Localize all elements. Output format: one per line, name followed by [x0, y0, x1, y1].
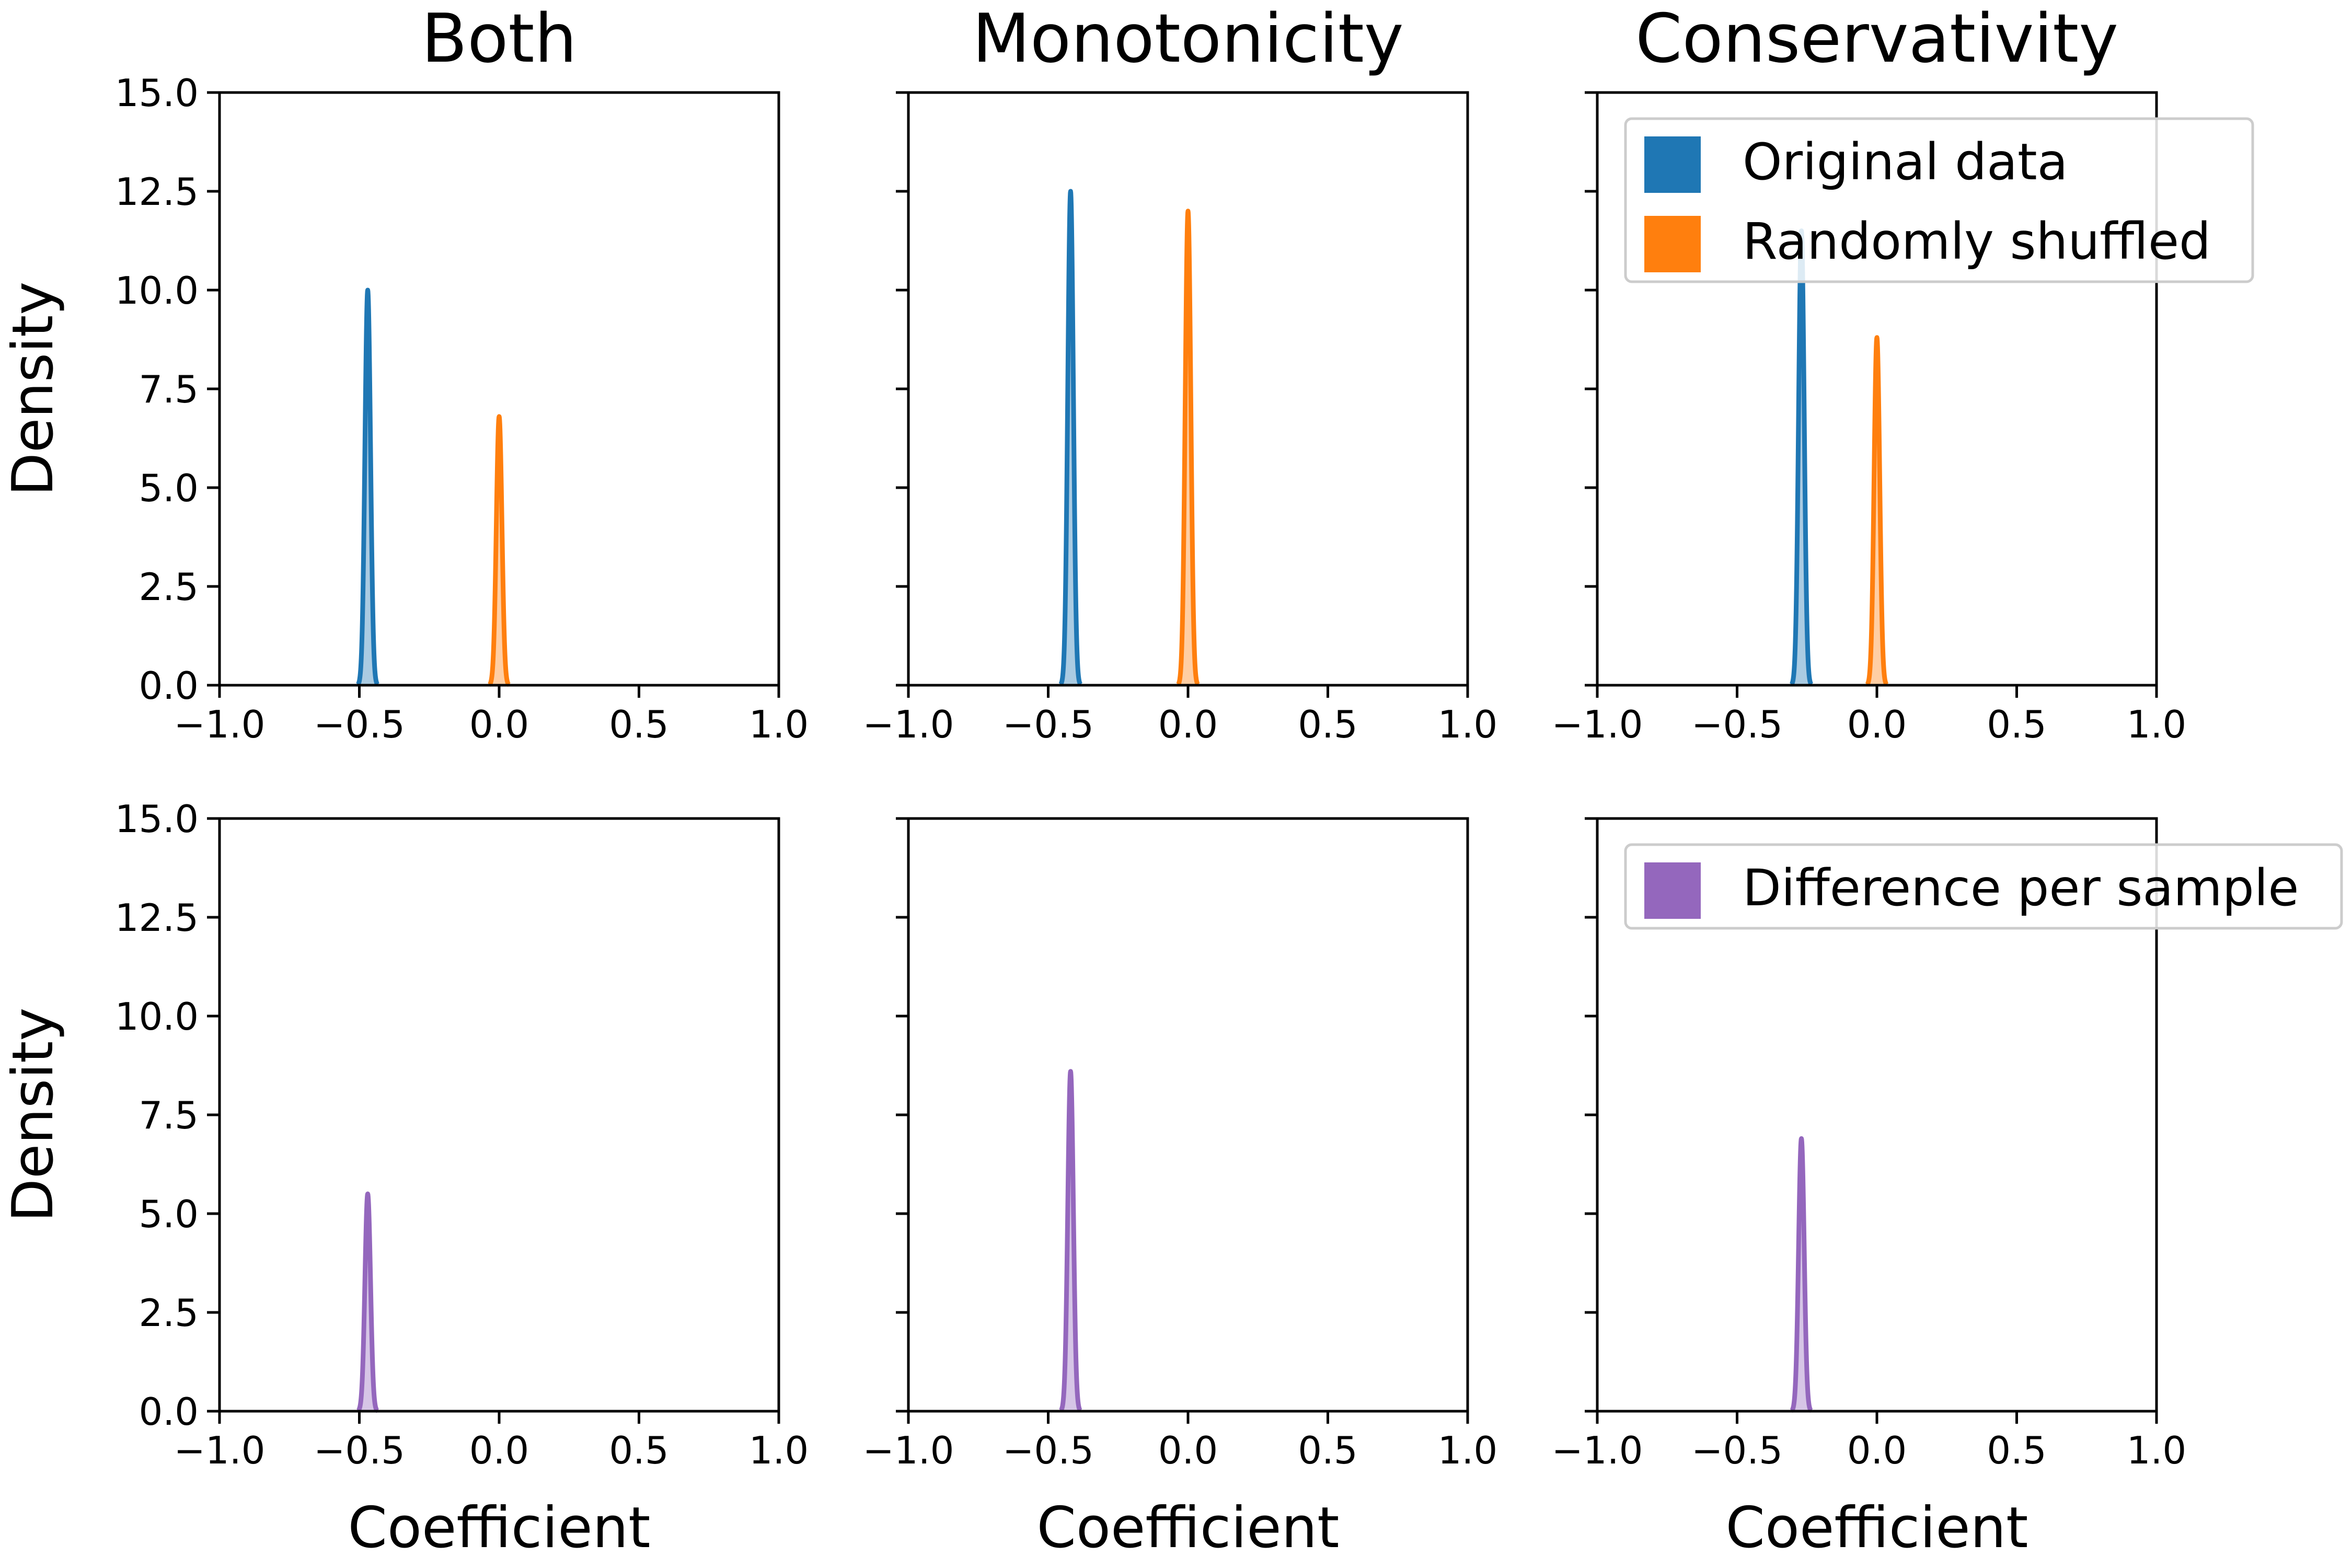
- legend-bottom-box: [1624, 843, 2343, 930]
- x-tick-label-r0c1-4: 1.0: [1438, 702, 1498, 746]
- x-tick-label-r0c1-3: 0.5: [1298, 702, 1358, 746]
- x-tick-label-r1c1-4: 1.0: [1438, 1428, 1498, 1472]
- x-tick-label-r1c0-0: −1.0: [174, 1428, 266, 1472]
- legend-top-swatch-1: [1644, 216, 1701, 272]
- y-axis-label-r0: Density: [1, 282, 66, 497]
- x-tick-label-r0c2-1: −0.5: [1691, 702, 1783, 746]
- density-fill-r0c1-original: [1060, 191, 1081, 685]
- y-tick-label-r1-1: 2.5: [139, 1291, 199, 1335]
- y-tick-label-r0-6: 15.0: [115, 71, 199, 115]
- y-tick-label-r1-0: 0.0: [139, 1390, 199, 1434]
- x-tick-label-r0c1-0: −1.0: [863, 702, 954, 746]
- density-line-r1c2-difference: [1789, 1136, 1814, 1413]
- y-tick-label-r1-6: 15.0: [115, 797, 199, 841]
- x-tick-label-r0c2-0: −1.0: [1552, 702, 1643, 746]
- x-tick-label-r0c0-2: 0.0: [469, 702, 529, 746]
- x-tick-label-r1c0-4: 1.0: [749, 1428, 809, 1472]
- density-fill-r0c2-original: [1791, 230, 1812, 686]
- y-tick-label-r0-0: 0.0: [139, 664, 199, 708]
- x-tick-label-r1c1-3: 0.5: [1298, 1428, 1358, 1472]
- x-tick-label-r1c0-2: 0.0: [469, 1428, 529, 1472]
- x-tick-label-r0c0-4: 1.0: [749, 702, 809, 746]
- x-axis-label-c1: Coefficient: [1037, 1495, 1340, 1561]
- density-fill-r1c1-difference: [1060, 1071, 1081, 1411]
- density-fill-r0c1-shuffled: [1178, 211, 1198, 685]
- x-tick-label-r1c2-3: 0.5: [1987, 1428, 2047, 1472]
- y-tick-label-r0-5: 12.5: [115, 170, 199, 214]
- density-line-r0c1-original: [1058, 189, 1083, 687]
- y-tick-label-r1-2: 5.0: [139, 1192, 199, 1236]
- x-tick-label-r1c2-1: −0.5: [1691, 1428, 1783, 1472]
- density-fill-r0c0-shuffled: [489, 416, 510, 685]
- column-title-1: Monotonicity: [972, 0, 1403, 78]
- density-line-r1c0-difference: [355, 1191, 380, 1413]
- column-title-0: Both: [421, 0, 577, 78]
- density-fill-r0c0-original: [358, 290, 378, 685]
- legend-top-label-0: Original data: [1743, 133, 2068, 191]
- x-tick-label-r0c2-2: 0.0: [1847, 702, 1907, 746]
- density-line-r0c0-shuffled: [487, 414, 512, 687]
- x-tick-label-r0c1-1: −0.5: [1002, 702, 1094, 746]
- x-tick-label-r1c2-4: 1.0: [2127, 1428, 2187, 1472]
- density-line-r0c2-shuffled: [1864, 335, 1889, 687]
- y-tick-label-r1-5: 12.5: [115, 896, 199, 940]
- x-tick-label-r0c1-2: 0.0: [1158, 702, 1218, 746]
- density-line-r0c1-shuffled: [1175, 209, 1201, 687]
- x-tick-label-r1c0-1: −0.5: [314, 1428, 405, 1472]
- legend-top-box: [1624, 117, 2254, 283]
- density-line-r0c0-original: [355, 287, 380, 687]
- legend-top-label-1: Randomly shuffled: [1743, 212, 2211, 271]
- density-fill-r0c2-shuffled: [1866, 337, 1887, 685]
- x-tick-label-r0c0-3: 0.5: [609, 702, 669, 746]
- axes-frame-r1c0: [218, 817, 780, 1413]
- y-tick-label-r0-2: 5.0: [139, 466, 199, 510]
- legend-bottom-swatch-0: [1644, 862, 1701, 919]
- legend-top-swatch-0: [1644, 136, 1701, 193]
- x-tick-label-r0c0-0: −1.0: [174, 702, 266, 746]
- y-axis-label-r1: Density: [1, 1008, 66, 1223]
- x-tick-label-r1c1-1: −0.5: [1002, 1428, 1094, 1472]
- y-tick-label-r0-3: 7.5: [139, 367, 199, 411]
- density-line-r1c1-difference: [1058, 1069, 1083, 1413]
- y-tick-label-r1-3: 7.5: [139, 1093, 199, 1137]
- x-axis-label-c0: Coefficient: [348, 1495, 651, 1561]
- y-tick-label-r0-1: 2.5: [139, 565, 199, 609]
- x-tick-label-r0c0-1: −0.5: [314, 702, 405, 746]
- y-tick-label-r0-4: 10.0: [115, 269, 199, 313]
- x-tick-label-r1c2-0: −1.0: [1552, 1428, 1643, 1472]
- x-tick-label-r1c1-0: −1.0: [863, 1428, 954, 1472]
- y-tick-label-r1-4: 10.0: [115, 995, 199, 1039]
- x-tick-label-r1c1-2: 0.0: [1158, 1428, 1218, 1472]
- legend-bottom-label-0: Difference per sample: [1743, 859, 2299, 917]
- column-title-2: Conservativity: [1635, 0, 2118, 78]
- x-tick-label-r1c2-2: 0.0: [1847, 1428, 1907, 1472]
- density-fill-r1c2-difference: [1791, 1138, 1812, 1411]
- x-tick-label-r0c2-4: 1.0: [2127, 702, 2187, 746]
- axes-frame-r1c1: [907, 817, 1469, 1413]
- x-tick-label-r1c0-3: 0.5: [609, 1428, 669, 1472]
- x-axis-label-c2: Coefficient: [1726, 1495, 2028, 1561]
- density-fill-r1c0-difference: [358, 1194, 378, 1411]
- x-tick-label-r0c2-3: 0.5: [1987, 702, 2047, 746]
